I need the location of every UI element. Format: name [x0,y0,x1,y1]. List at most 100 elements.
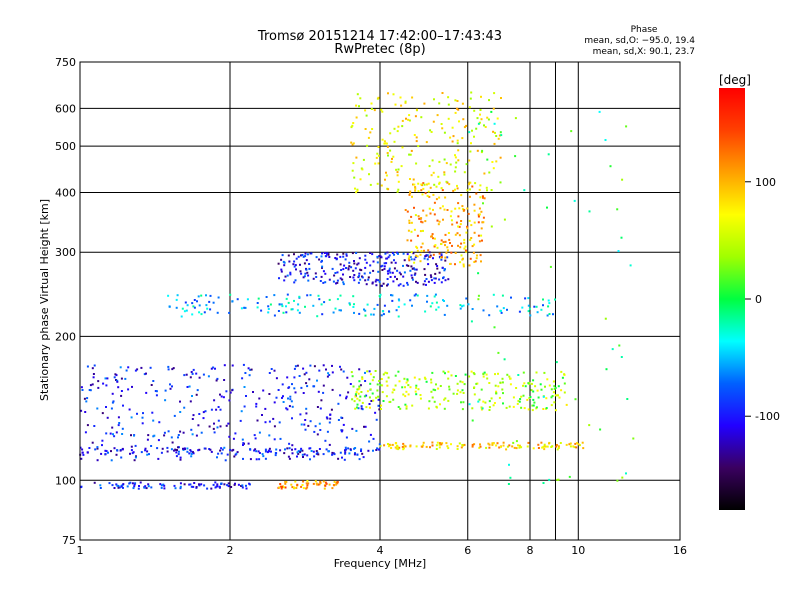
echo-point [293,486,296,489]
echo-point [100,452,103,455]
echo-point [340,416,343,419]
echo-point [213,399,216,402]
echo-point [498,134,501,137]
echo-point [490,189,493,191]
echo-point [599,428,602,431]
echo-point [190,453,193,455]
echo-point [191,372,194,375]
echo-point [325,482,328,485]
echo-point [175,455,178,458]
echo-point [179,430,182,433]
echo-point [308,267,311,270]
echo-point [369,183,372,186]
echo-point [544,445,547,448]
echo-point [430,390,433,393]
echo-point [456,139,459,142]
echo-point [88,447,91,449]
echo-point [189,449,192,452]
echo-point [204,410,207,413]
echo-point [510,296,512,299]
echo-point [305,382,308,385]
echo-point [191,395,193,397]
echo-point [300,447,303,450]
echo-point [317,390,320,393]
echo-point [208,425,211,428]
echo-point [132,451,135,454]
echo-point [111,426,114,429]
echo-point [527,382,530,385]
echo-point [365,114,368,117]
echo-point [358,105,360,108]
echo-point [150,445,153,447]
echo-point [279,483,282,485]
echo-point [209,294,212,297]
echo-point [179,458,182,461]
echo-point [459,307,462,310]
echo-point [412,178,415,181]
echo-point [544,385,546,388]
echo-point [281,396,283,399]
echo-point [241,484,244,487]
echo-point [190,371,193,373]
echo-point [291,383,293,386]
echo-point [588,424,591,427]
echo-point [433,281,436,284]
echo-point [395,442,398,444]
echo-point [282,311,285,314]
echo-point [435,185,438,188]
echo-point [363,272,366,275]
echo-point [322,281,325,284]
echo-point [555,444,558,446]
echo-point [105,432,108,435]
echo-point [225,424,228,427]
echo-point [573,446,576,449]
echo-point [466,225,469,228]
echo-point [435,198,438,201]
echo-point [353,274,356,276]
echo-point [322,270,325,273]
echo-point [569,445,572,448]
echo-point [425,214,428,217]
echo-point [284,448,286,451]
echo-point [493,326,496,329]
echo-point [314,272,317,275]
echo-point [268,393,271,395]
echo-point [315,450,318,453]
echo-point [437,387,440,390]
echo-point [507,483,510,485]
echo-point [81,448,84,451]
echo-point [314,425,317,428]
echo-point [315,452,318,455]
echo-point [299,263,301,266]
echo-point [393,253,395,256]
echo-point [387,272,390,275]
echo-point [167,294,170,297]
echo-point [328,450,330,453]
echo-point [322,364,325,367]
echo-point [81,451,84,454]
echo-point [84,411,87,413]
echo-point [454,166,457,169]
echo-point [409,190,412,193]
y-tick-label: 750 [55,56,76,69]
echo-point [369,382,372,385]
echo-point [496,117,499,120]
echo-point [460,446,463,449]
echo-point [92,376,95,379]
echo-point [242,442,245,445]
echo-point [384,252,387,255]
echo-point [446,304,449,307]
echo-point [520,446,523,449]
echo-point [543,371,546,374]
echo-point [560,389,563,392]
echo-point [621,178,624,181]
echo-point [413,294,416,297]
echo-point [430,131,433,133]
echo-point [514,117,517,120]
echo-point [286,274,289,277]
echo-point [419,397,422,400]
echo-point [183,406,186,409]
echo-point [391,294,394,297]
echo-point [575,446,578,449]
